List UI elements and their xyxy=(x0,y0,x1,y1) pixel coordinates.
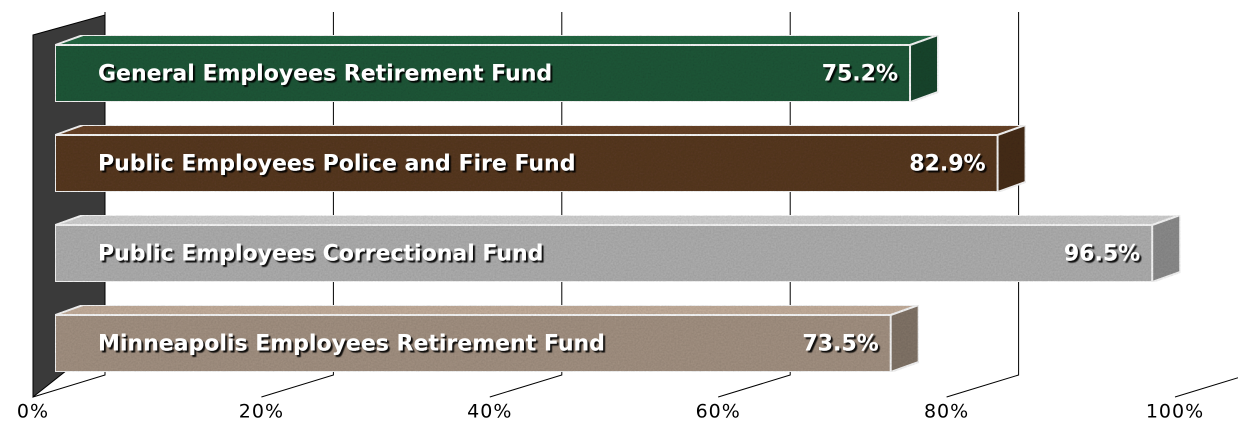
bar-face xyxy=(54,314,892,373)
bar-end xyxy=(996,123,1027,194)
bar-label: Minneapolis Employees Retirement Fund xyxy=(98,332,605,357)
x-tick-label: 100% xyxy=(1146,401,1204,423)
bar-label: Public Employees Police and Fire Fund xyxy=(98,152,575,177)
bar-top xyxy=(54,34,939,46)
bar-top xyxy=(54,124,1026,136)
x-tick-label: 40% xyxy=(467,401,512,423)
x-tick-label: 80% xyxy=(924,401,969,423)
bar-end xyxy=(909,33,940,104)
bar-top xyxy=(54,304,920,316)
bar-label: Public Employees Correctional Fund xyxy=(98,242,543,267)
bar-end xyxy=(889,303,920,374)
value-label: 75.2% xyxy=(822,62,898,87)
bar xyxy=(54,213,1182,284)
grid-line xyxy=(1174,377,1238,398)
grid-line xyxy=(946,12,1020,398)
bar xyxy=(54,303,920,374)
value-label: 82.9% xyxy=(909,152,985,177)
x-tick-label: 0% xyxy=(17,401,49,423)
bar-face xyxy=(54,134,999,193)
x-tick-label: 20% xyxy=(239,401,284,423)
value-label: 73.5% xyxy=(802,332,878,357)
bar-label: General Employees Retirement Fund xyxy=(98,62,552,87)
value-label: 96.5% xyxy=(1064,242,1140,267)
bar-end xyxy=(1151,213,1182,284)
bar xyxy=(54,123,1027,194)
bar xyxy=(54,33,940,104)
bar-face xyxy=(54,44,912,103)
x-tick-label: 60% xyxy=(696,401,741,423)
bar-top xyxy=(54,214,1181,226)
bar-face xyxy=(54,224,1154,283)
